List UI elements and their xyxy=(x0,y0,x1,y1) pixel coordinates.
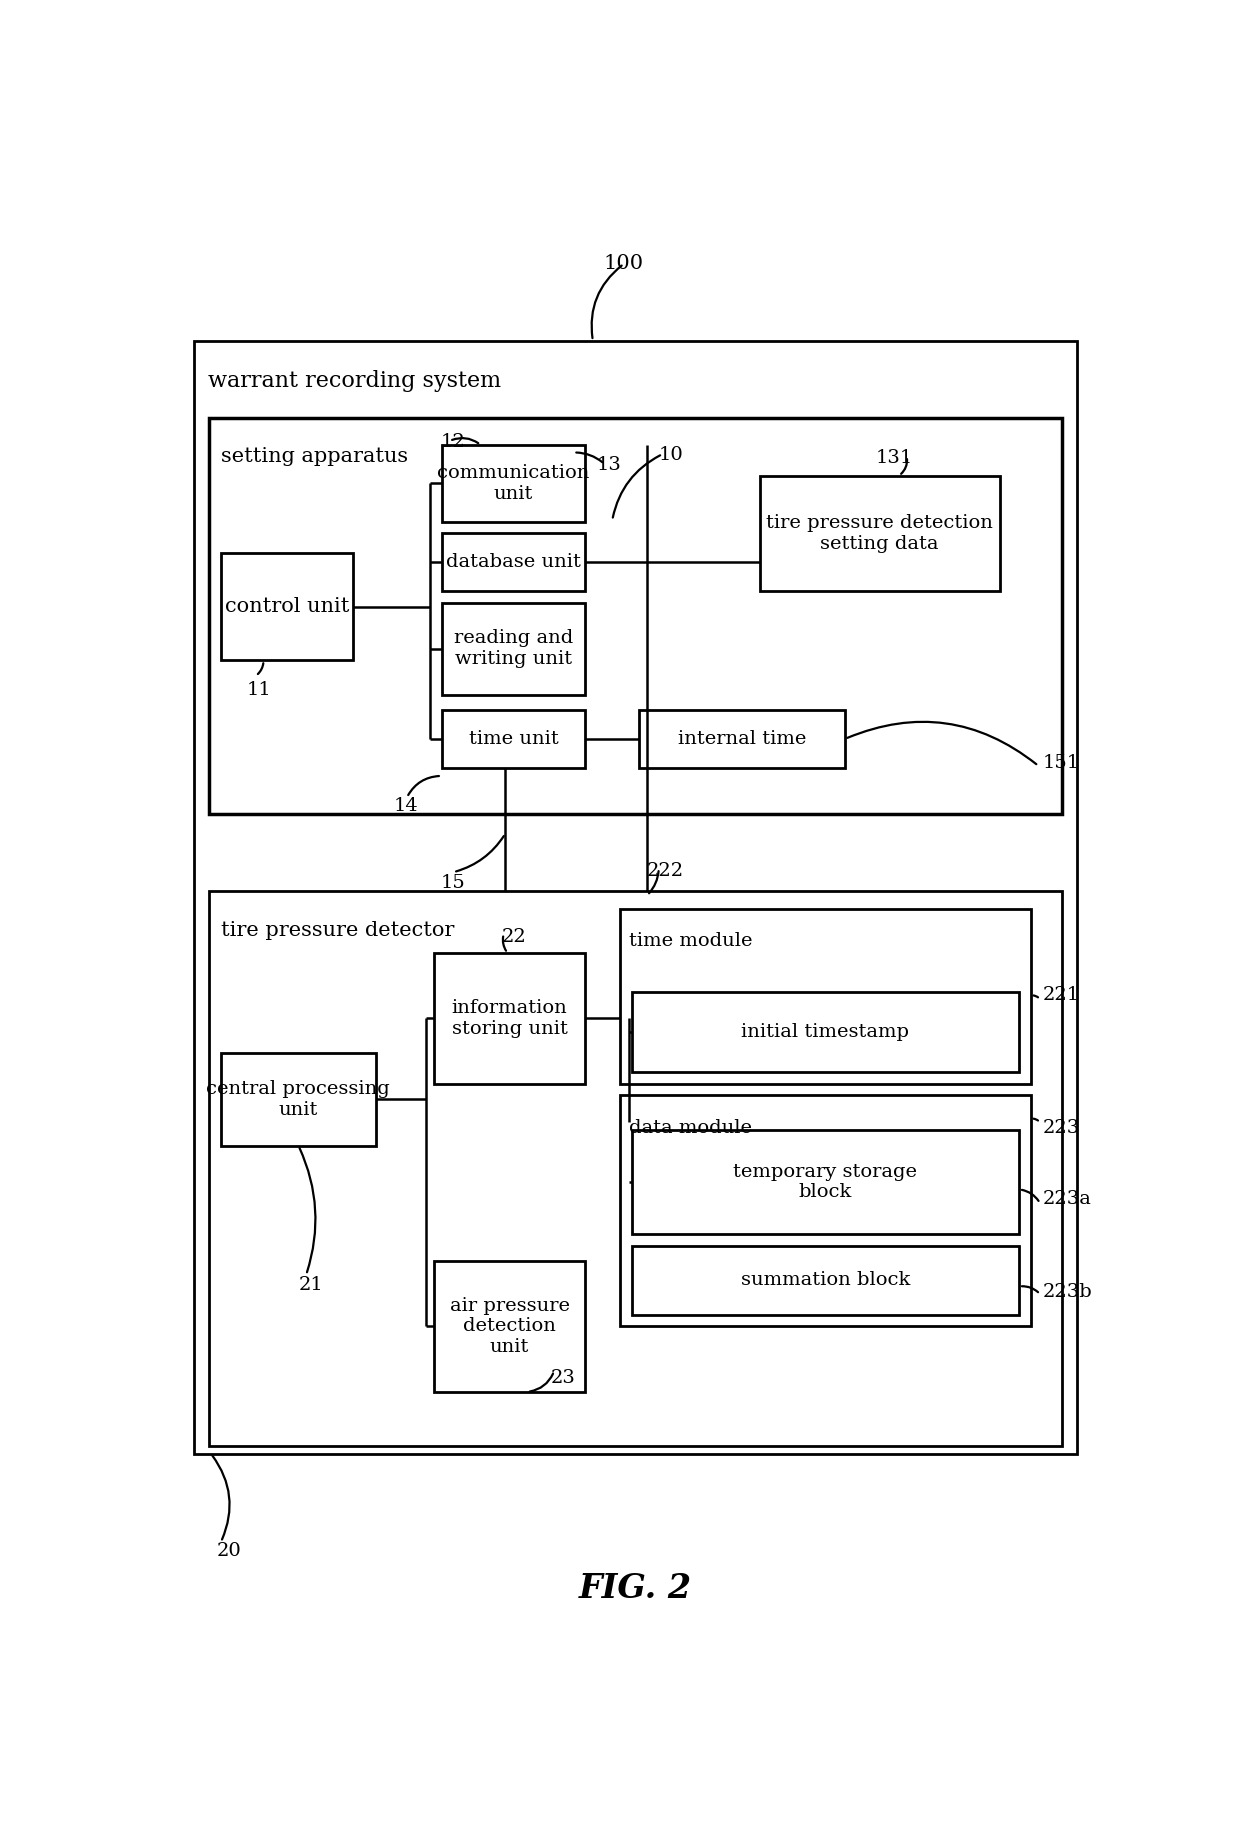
Text: 12: 12 xyxy=(440,434,465,450)
Text: 14: 14 xyxy=(394,797,418,816)
Bar xyxy=(441,533,585,591)
Text: warrant recording system: warrant recording system xyxy=(207,371,501,391)
Bar xyxy=(620,1095,1030,1327)
Text: summation block: summation block xyxy=(740,1272,910,1289)
Text: air pressure
detection
unit: air pressure detection unit xyxy=(450,1296,569,1357)
Text: 151: 151 xyxy=(1043,753,1080,772)
Bar xyxy=(441,445,585,522)
Text: 221: 221 xyxy=(1043,986,1080,1004)
Text: tire pressure detector: tire pressure detector xyxy=(221,921,454,940)
Bar xyxy=(441,711,585,768)
Text: 22: 22 xyxy=(501,927,526,945)
Bar xyxy=(434,1261,585,1392)
Text: temporary storage
block: temporary storage block xyxy=(733,1163,918,1202)
Bar xyxy=(759,476,999,591)
Text: 222: 222 xyxy=(647,862,684,881)
Bar xyxy=(193,342,1078,1453)
Text: central processing
unit: central processing unit xyxy=(207,1080,391,1119)
Bar xyxy=(210,892,1061,1445)
Text: database unit: database unit xyxy=(446,554,580,570)
Text: 15: 15 xyxy=(440,875,465,892)
Bar xyxy=(221,1052,376,1146)
Text: time unit: time unit xyxy=(469,731,558,748)
Bar xyxy=(620,908,1030,1084)
Text: initial timestamp: initial timestamp xyxy=(742,1023,909,1041)
Text: setting apparatus: setting apparatus xyxy=(221,447,408,467)
Text: 223a: 223a xyxy=(1043,1191,1091,1209)
Text: 223: 223 xyxy=(1043,1119,1080,1137)
Bar xyxy=(434,953,585,1084)
Bar xyxy=(631,1246,1019,1314)
Text: 20: 20 xyxy=(217,1541,242,1560)
Text: FIG. 2: FIG. 2 xyxy=(579,1571,692,1604)
Text: data module: data module xyxy=(629,1119,753,1137)
Bar xyxy=(631,991,1019,1073)
Bar xyxy=(640,711,844,768)
Bar xyxy=(631,1130,1019,1235)
Bar xyxy=(210,417,1061,814)
Text: internal time: internal time xyxy=(678,731,806,748)
Text: 11: 11 xyxy=(247,681,272,700)
Text: communication
unit: communication unit xyxy=(438,463,590,502)
Text: 10: 10 xyxy=(658,447,683,465)
Text: 13: 13 xyxy=(596,456,621,474)
Text: tire pressure detection
setting data: tire pressure detection setting data xyxy=(766,513,993,552)
Text: control unit: control unit xyxy=(224,596,348,617)
Bar xyxy=(221,552,352,661)
Text: time module: time module xyxy=(629,932,753,951)
Text: 100: 100 xyxy=(604,255,644,273)
Text: 223b: 223b xyxy=(1043,1283,1092,1301)
Text: 131: 131 xyxy=(875,449,913,467)
Text: 23: 23 xyxy=(551,1370,575,1386)
Text: information
storing unit: information storing unit xyxy=(451,999,568,1037)
Bar xyxy=(441,602,585,696)
Text: reading and
writing unit: reading and writing unit xyxy=(454,629,573,668)
Text: 21: 21 xyxy=(299,1276,324,1294)
